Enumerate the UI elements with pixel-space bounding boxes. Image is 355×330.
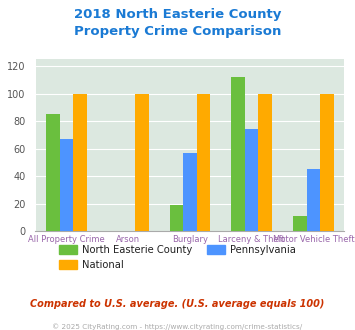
Bar xyxy=(245,129,258,231)
Bar xyxy=(231,77,245,231)
Bar xyxy=(135,94,148,231)
Bar xyxy=(293,216,307,231)
Bar xyxy=(46,114,60,231)
Bar xyxy=(197,94,210,231)
Bar xyxy=(170,205,183,231)
Text: 2018 North Easterie County
Property Crime Comparison: 2018 North Easterie County Property Crim… xyxy=(74,8,281,38)
Bar xyxy=(183,153,197,231)
Bar xyxy=(307,169,320,231)
Bar xyxy=(258,94,272,231)
Text: Compared to U.S. average. (U.S. average equals 100): Compared to U.S. average. (U.S. average … xyxy=(30,299,325,309)
Text: © 2025 CityRating.com - https://www.cityrating.com/crime-statistics/: © 2025 CityRating.com - https://www.city… xyxy=(53,323,302,330)
Bar xyxy=(60,139,73,231)
Legend: North Easterie County, National, Pennsylvania: North Easterie County, National, Pennsyl… xyxy=(55,241,300,274)
Bar xyxy=(73,94,87,231)
Bar xyxy=(320,94,334,231)
